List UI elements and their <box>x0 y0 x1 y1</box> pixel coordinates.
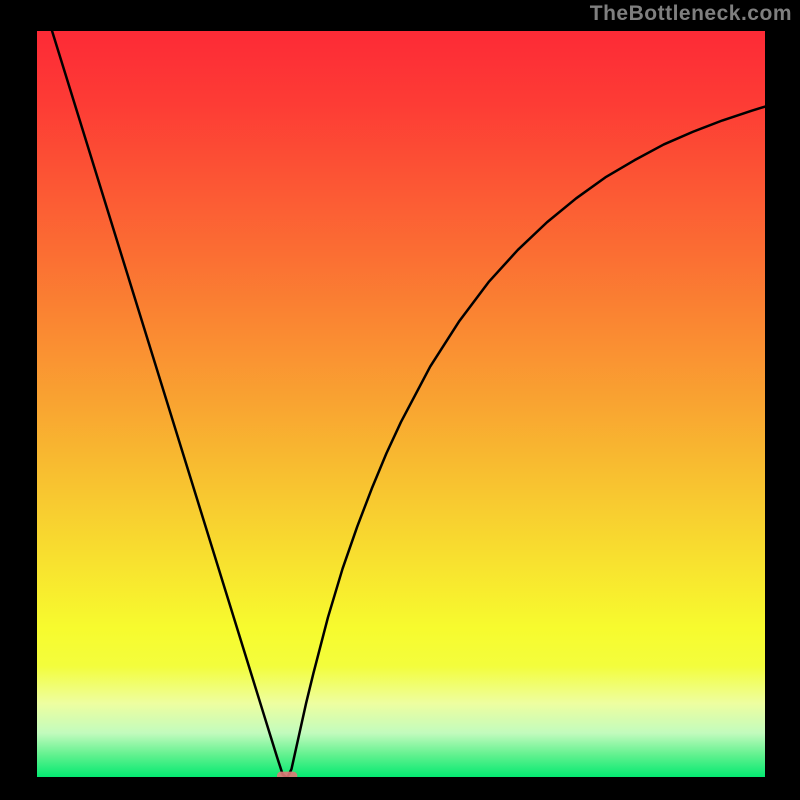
plot-background <box>36 30 766 778</box>
chart-container: TheBottleneck.com <box>0 0 800 800</box>
bottleneck-chart <box>0 0 800 800</box>
